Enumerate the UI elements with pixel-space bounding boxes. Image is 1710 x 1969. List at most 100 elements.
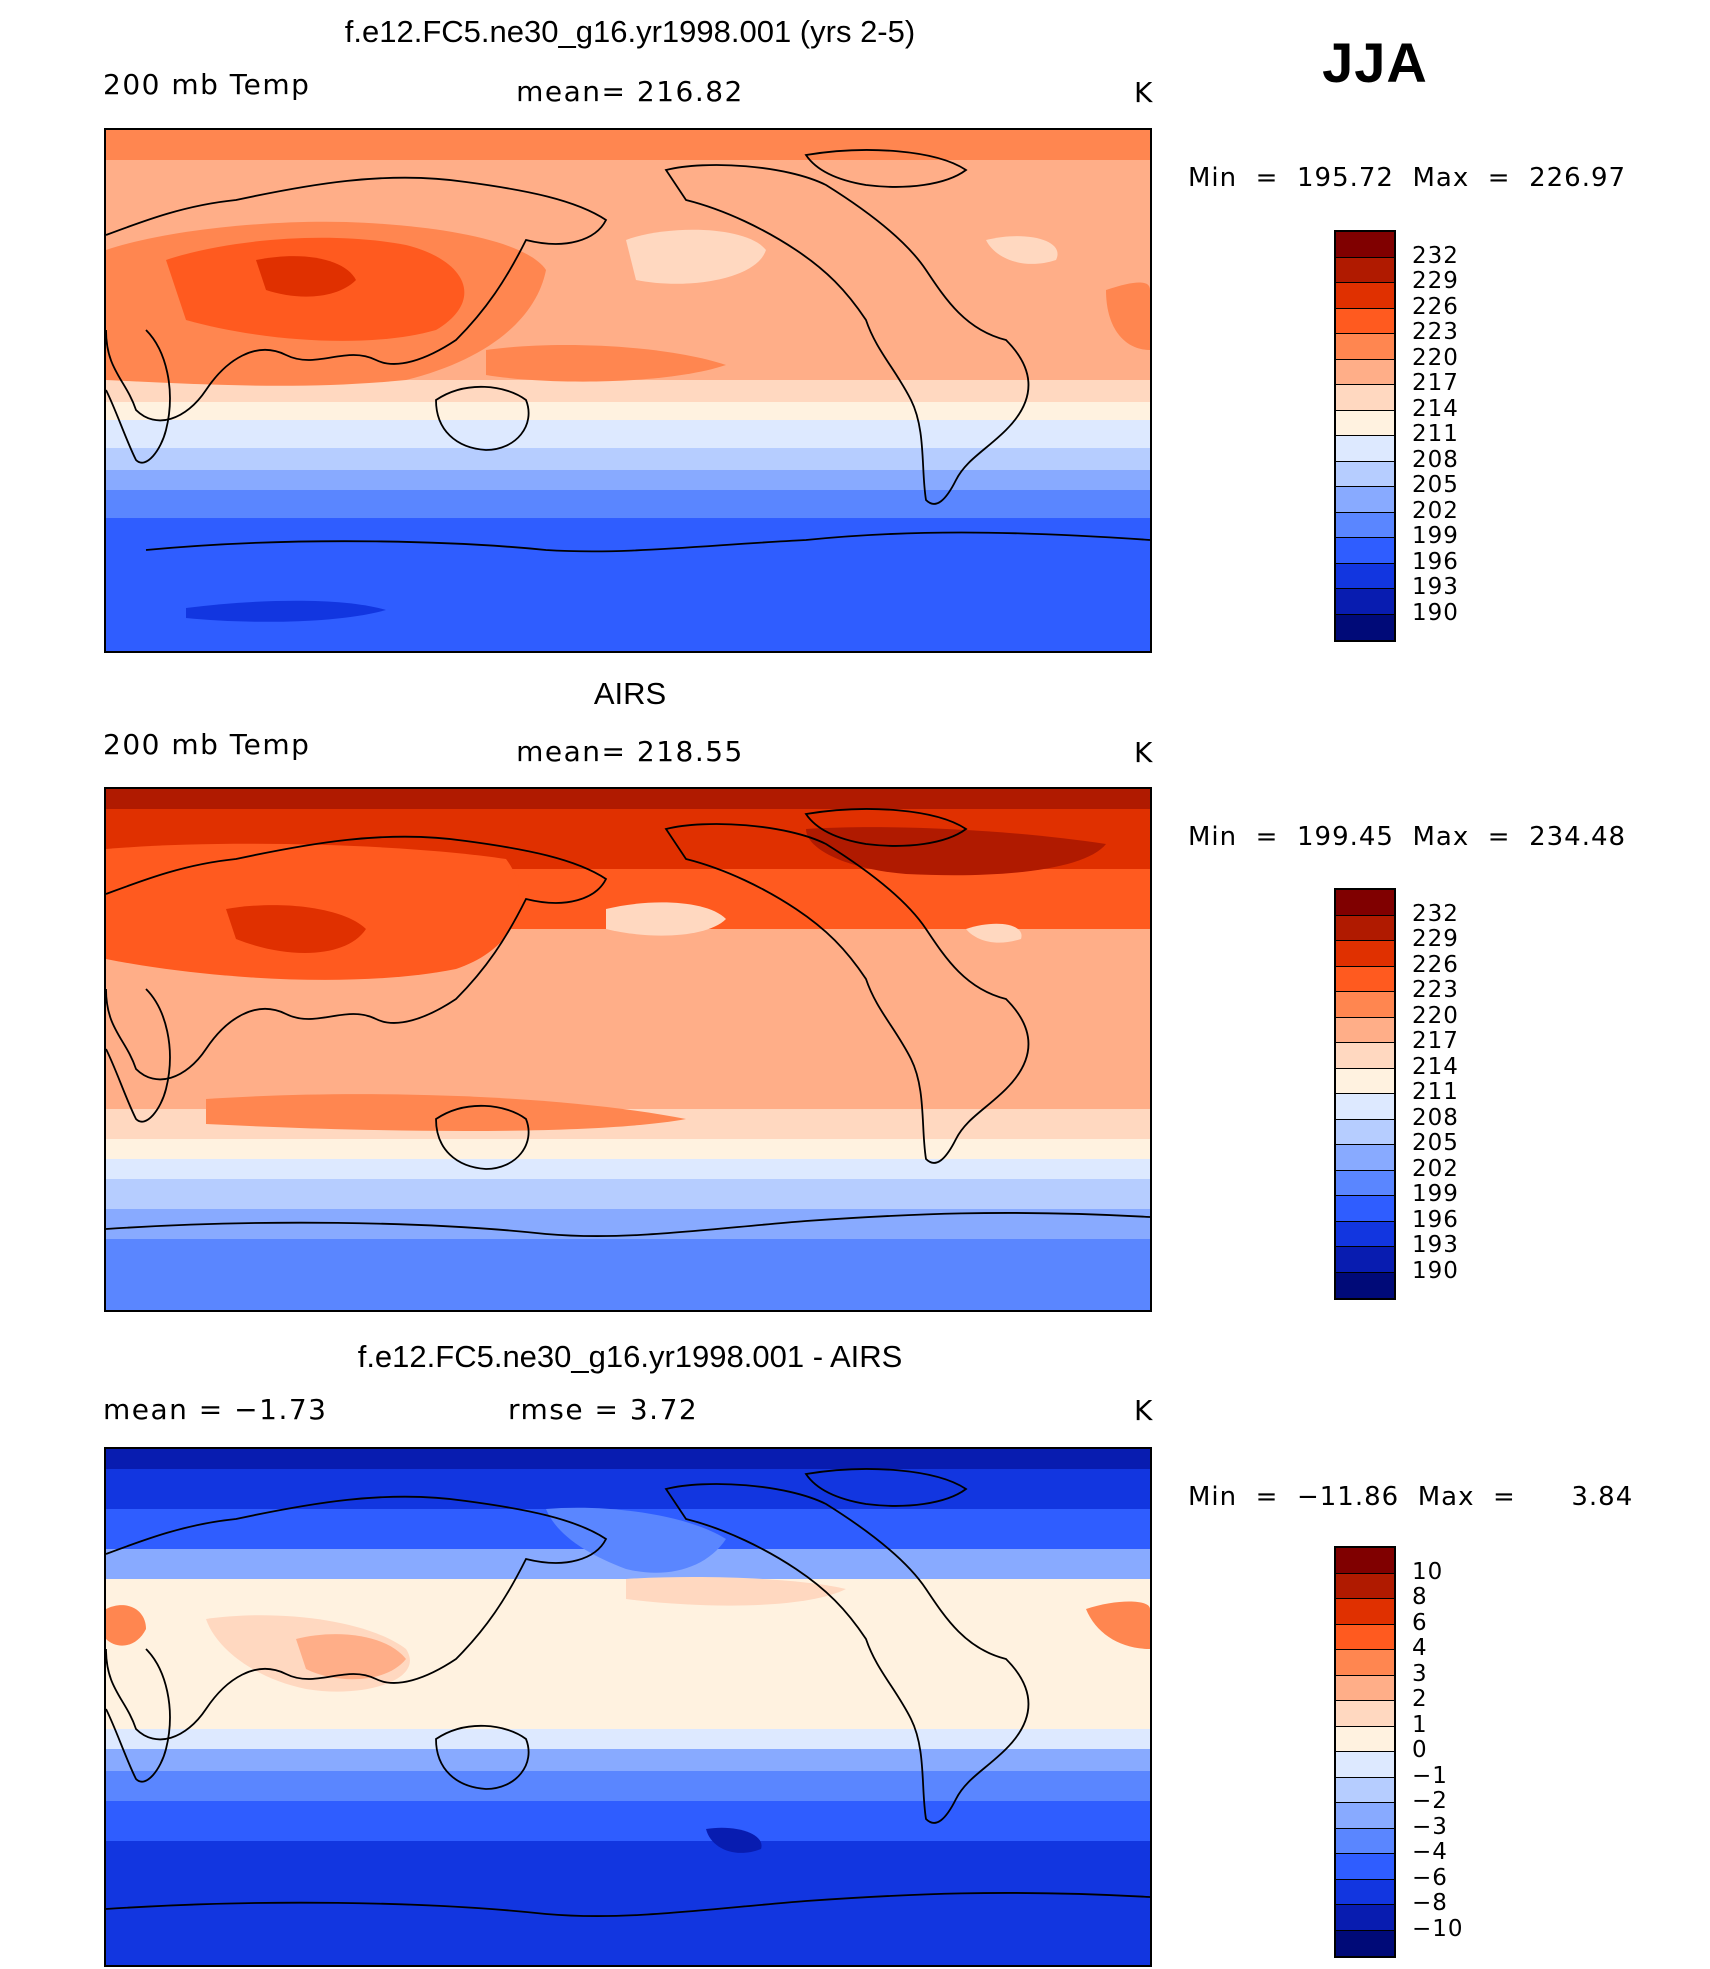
colorbar-tick-label: 199 [1412,523,1459,549]
panel-2-mean-label: mean= 218.55 [516,735,744,768]
colorbar-swatch [1336,436,1394,462]
band [106,160,1150,200]
colorbar-tick-label: 217 [1412,370,1459,396]
cool-region [606,902,726,936]
band [106,1801,1150,1841]
colorbar-swatch [1336,1196,1394,1222]
colorbar-tick-label: 208 [1412,1104,1459,1131]
panel-3-title: f.e12.FC5.ne30_g16.yr1998.001 - AIRS [357,1339,903,1374]
panel-1-variable-label: 200 mb Temp [103,68,311,101]
panel-1-colorbar-labels: 232 229 226 223 220 217 214 211 208 205 202 199 196 1… [1412,230,1532,642]
colorbar-swatch [1336,1752,1394,1778]
colorbar-tick-label: 10 [1412,1558,1444,1585]
panel-1-units: K [1134,76,1154,109]
band [106,1449,1150,1469]
band [106,1749,1150,1771]
colorbar-swatch [1336,1803,1394,1829]
colorbar-tick-label: −6 [1412,1864,1448,1891]
colorbar-tick-label: −8 [1412,1890,1448,1916]
warm-region [806,827,1106,876]
colorbar-tick-label: 190 [1412,599,1459,626]
band [106,490,1150,518]
coastline [435,1724,530,1790]
colorbar-tick-label: 211 [1412,421,1459,447]
band [106,470,1150,490]
colorbar-swatch [1336,1145,1394,1171]
colorbar-tick-label: 205 [1412,472,1459,498]
coastline [804,149,968,188]
colorbar-tick-label: 223 [1412,319,1459,345]
coastline [106,988,171,1123]
colorbar-swatch [1336,1573,1394,1599]
colorbar-tick-label: 202 [1412,497,1459,524]
colorbar-swatch [1336,1548,1394,1574]
colorbar-swatch [1336,1043,1394,1069]
colorbar-tick-label: 4 [1412,1635,1428,1661]
cool-region [546,1507,726,1573]
colorbar-swatch [1336,589,1394,615]
panel-3-map [104,1447,1152,1967]
panel-2-map [104,787,1152,1312]
coastline [664,823,1030,1164]
band [106,448,1150,470]
colorbar-swatch [1336,1701,1394,1727]
colorbar-tick-label: 193 [1412,574,1459,600]
colorbar-swatch [1336,1221,1394,1247]
coastline [106,176,608,422]
colorbar-tick-label: 214 [1412,395,1459,422]
colorbar-swatch [1336,385,1394,411]
band [106,1469,1150,1509]
colorbar-tick-label: 211 [1412,1079,1459,1105]
coastline [106,835,608,1081]
colorbar-tick-label: 217 [1412,1028,1459,1054]
colorbar-swatch [1336,283,1394,309]
colorbar-swatch [1336,1017,1394,1043]
band [106,1239,1150,1310]
colorbar-swatch [1336,359,1394,385]
colorbar-swatch [1336,334,1394,360]
panel-2-colorbar-labels: 232 229 226 223 220 217 214 211 208 205 202 199 196 1… [1412,888,1532,1300]
colorbar-tick-label: 226 [1412,293,1459,320]
colorbar-tick-label: −2 [1412,1788,1448,1814]
colorbar-swatch [1336,512,1394,538]
warm-region [296,1634,406,1680]
panel-3-units: K [1134,1394,1154,1427]
panel-2-units: K [1134,736,1154,769]
band [106,1159,1150,1179]
band [106,1771,1150,1801]
panel-1-map [104,128,1152,653]
colorbar-tick-label: 220 [1412,1002,1459,1029]
colorbar-swatch [1336,890,1394,916]
colorbar-swatch [1336,992,1394,1018]
band [106,1139,1150,1159]
coastline [664,164,1030,505]
colorbar-swatch [1336,410,1394,436]
coastline [435,385,530,451]
cool-region [966,923,1022,943]
colorbar-tick-label: 208 [1412,446,1459,473]
colorbar-swatch [1336,1930,1394,1956]
colorbar-swatch [1336,461,1394,487]
colorbar-tick-label: 193 [1412,1232,1459,1258]
panel-2-minmax: Min = 199.45 Max = 234.48 [1188,822,1627,852]
colorbar-tick-label: −4 [1412,1839,1448,1865]
coastline [664,1483,1030,1824]
colorbar-swatch [1336,538,1394,564]
colorbar-tick-label: 223 [1412,977,1459,1003]
warm-region [106,1605,146,1646]
colorbar-swatch [1336,487,1394,513]
colorbar-swatch [1336,1777,1394,1803]
coastline [106,1495,608,1741]
colorbar-swatch [1336,614,1394,640]
colorbar-tick-label: 202 [1412,1155,1459,1182]
coastline [145,531,1150,553]
colorbar-tick-label: 229 [1412,268,1459,294]
colorbar-tick-label: 1 [1412,1711,1428,1738]
colorbar-tick-label: 190 [1412,1257,1459,1284]
colorbar-swatch [1336,1624,1394,1650]
band [106,1179,1150,1209]
cool-region [626,229,766,284]
warm-region [486,345,726,382]
colorbar-swatch [1336,1905,1394,1931]
panel-1-minmax: Min = 195.72 Max = 226.97 [1188,163,1627,193]
